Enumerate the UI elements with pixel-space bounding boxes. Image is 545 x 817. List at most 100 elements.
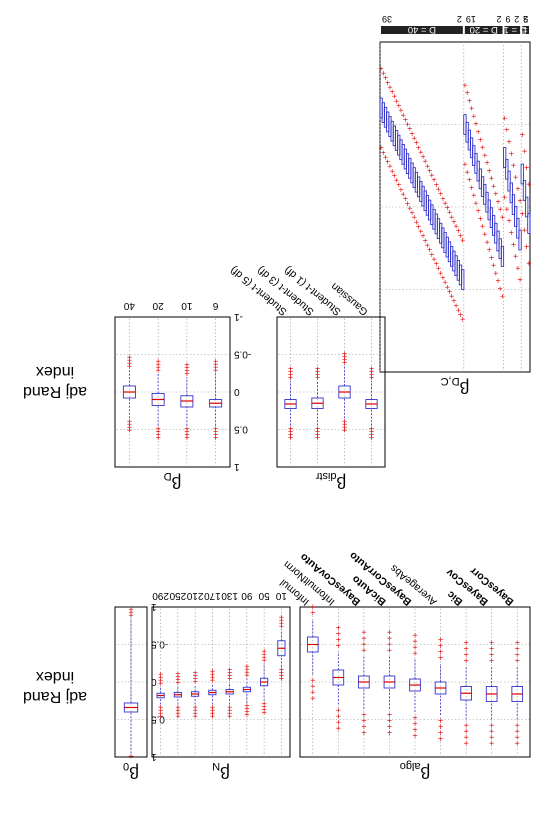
- outlier-mark: +: [227, 709, 233, 717]
- box: [507, 170, 511, 192]
- outlier-mark: +: [463, 645, 469, 653]
- outlier-mark: +: [244, 711, 250, 719]
- outlier-mark: +: [506, 217, 512, 225]
- outlier-mark: +: [368, 433, 374, 441]
- outlier-mark: +: [393, 176, 399, 184]
- outlier-mark: +: [341, 420, 347, 428]
- outlier-mark: +: [184, 424, 190, 432]
- outlier-mark: +: [409, 129, 415, 137]
- outlier-mark: +: [368, 427, 374, 435]
- outlier-mark: +: [126, 353, 132, 361]
- outlier-mark: +: [175, 669, 181, 677]
- outlier-mark: +: [386, 634, 392, 642]
- outlier-mark: +: [411, 213, 417, 221]
- outlier-mark: +: [514, 721, 520, 729]
- outlier-mark: +: [244, 668, 250, 676]
- outlier-mark: +: [495, 277, 501, 285]
- outlier-mark: +: [422, 236, 428, 244]
- panel-algo-group: ++++++++BayesCorr++++++++BayesCov+++++++…: [278, 549, 531, 782]
- panel-title-main: β: [220, 763, 230, 782]
- outlier-mark: +: [440, 273, 446, 281]
- y-tick-label: 0: [234, 386, 240, 397]
- outlier-mark: +: [261, 708, 267, 716]
- outlier-mark: +: [158, 712, 164, 720]
- outlier-mark: +: [475, 127, 481, 135]
- category-label: 10: [181, 300, 193, 311]
- outlier-mark: +: [515, 185, 521, 193]
- plot-frame: [114, 316, 231, 468]
- category-label: 290: [152, 590, 169, 601]
- outlier-mark: +: [437, 735, 443, 743]
- panels: 10.50-0.5-1++++β0++++++++10++++++++50+++…: [23, 14, 537, 782]
- outlier-mark: +: [391, 171, 397, 179]
- outlier-mark: +: [227, 675, 233, 683]
- outlier-mark: +: [412, 726, 418, 734]
- outlier-mark: +: [405, 120, 411, 128]
- outlier-mark: +: [493, 269, 499, 277]
- plot-frame: [276, 316, 386, 468]
- outlier-mark: +: [407, 125, 413, 133]
- outlier-mark: +: [382, 153, 388, 161]
- box: [511, 194, 516, 215]
- outlier-mark: +: [341, 355, 347, 363]
- outlier-mark: +: [227, 706, 233, 714]
- panel-title: βalgo: [400, 760, 431, 782]
- panel-title-sub: N: [212, 760, 220, 772]
- outlier-mark: +: [396, 102, 402, 110]
- outlier-mark: +: [402, 195, 408, 203]
- outlier-mark: +: [455, 306, 461, 314]
- outlier-mark: +: [361, 640, 367, 648]
- outlier-mark: +: [510, 161, 516, 169]
- y-axis-title-line2: index: [36, 363, 74, 380]
- outlier-mark: +: [158, 703, 164, 711]
- outlier-mark: +: [519, 210, 525, 218]
- box: [527, 213, 531, 234]
- category-label: 210: [186, 590, 203, 601]
- outlier-mark: +: [184, 364, 190, 372]
- outlier-mark: +: [175, 706, 181, 714]
- panel-D-group: 10.50-0.5-1++++++++6++++++++10++++++++20…: [114, 300, 251, 492]
- y-tick-label: -0.5: [151, 639, 169, 650]
- outlier-mark: +: [314, 433, 320, 441]
- outlier-mark: +: [209, 670, 215, 678]
- outlier-mark: +: [361, 729, 367, 737]
- outlier-mark: +: [453, 301, 459, 309]
- outlier-mark: +: [471, 112, 477, 120]
- y-axis-title-1: adj Rand index: [23, 363, 87, 400]
- outlier-mark: +: [463, 733, 469, 741]
- outlier-mark: +: [433, 260, 439, 268]
- outlier-mark: +: [502, 193, 508, 201]
- outlier-mark: +: [437, 654, 443, 662]
- outlier-mark: +: [386, 723, 392, 731]
- panel-title: βN: [212, 760, 230, 782]
- outlier-mark: +: [446, 208, 452, 216]
- outlier-mark: +: [396, 181, 402, 189]
- y-tick-label: 0: [151, 676, 157, 687]
- outlier-mark: +: [463, 657, 469, 665]
- outlier-mark: +: [435, 264, 441, 272]
- outlier-mark: +: [341, 417, 347, 425]
- outlier-mark: +: [227, 672, 233, 680]
- outlier-mark: +: [341, 349, 347, 357]
- panel-distr-group: ++++++++Gaussian++++++++Student-t (1 df)…: [228, 264, 386, 492]
- category-label: 6: [212, 300, 218, 311]
- panel-title-sub: distr: [315, 470, 336, 482]
- outlier-mark: +: [424, 162, 430, 170]
- outlier-mark: +: [451, 217, 457, 225]
- outlier-mark: +: [444, 204, 450, 212]
- panel-title: β0: [123, 760, 139, 782]
- outlier-mark: +: [314, 370, 320, 378]
- outlier-mark: +: [155, 433, 161, 441]
- outlier-mark: +: [517, 276, 523, 284]
- outlier-mark: +: [361, 646, 367, 654]
- outlier-mark: +: [175, 712, 181, 720]
- outlier-mark: +: [368, 373, 374, 381]
- outlier-mark: +: [412, 732, 418, 740]
- d-group-label: D = 20: [470, 24, 498, 35]
- outlier-mark: +: [431, 255, 437, 263]
- outlier-mark: +: [463, 651, 469, 659]
- outlier-mark: +: [484, 238, 490, 246]
- d-range-end: 9: [506, 14, 511, 24]
- outlier-mark: +: [413, 218, 419, 226]
- outlier-mark: +: [184, 430, 190, 438]
